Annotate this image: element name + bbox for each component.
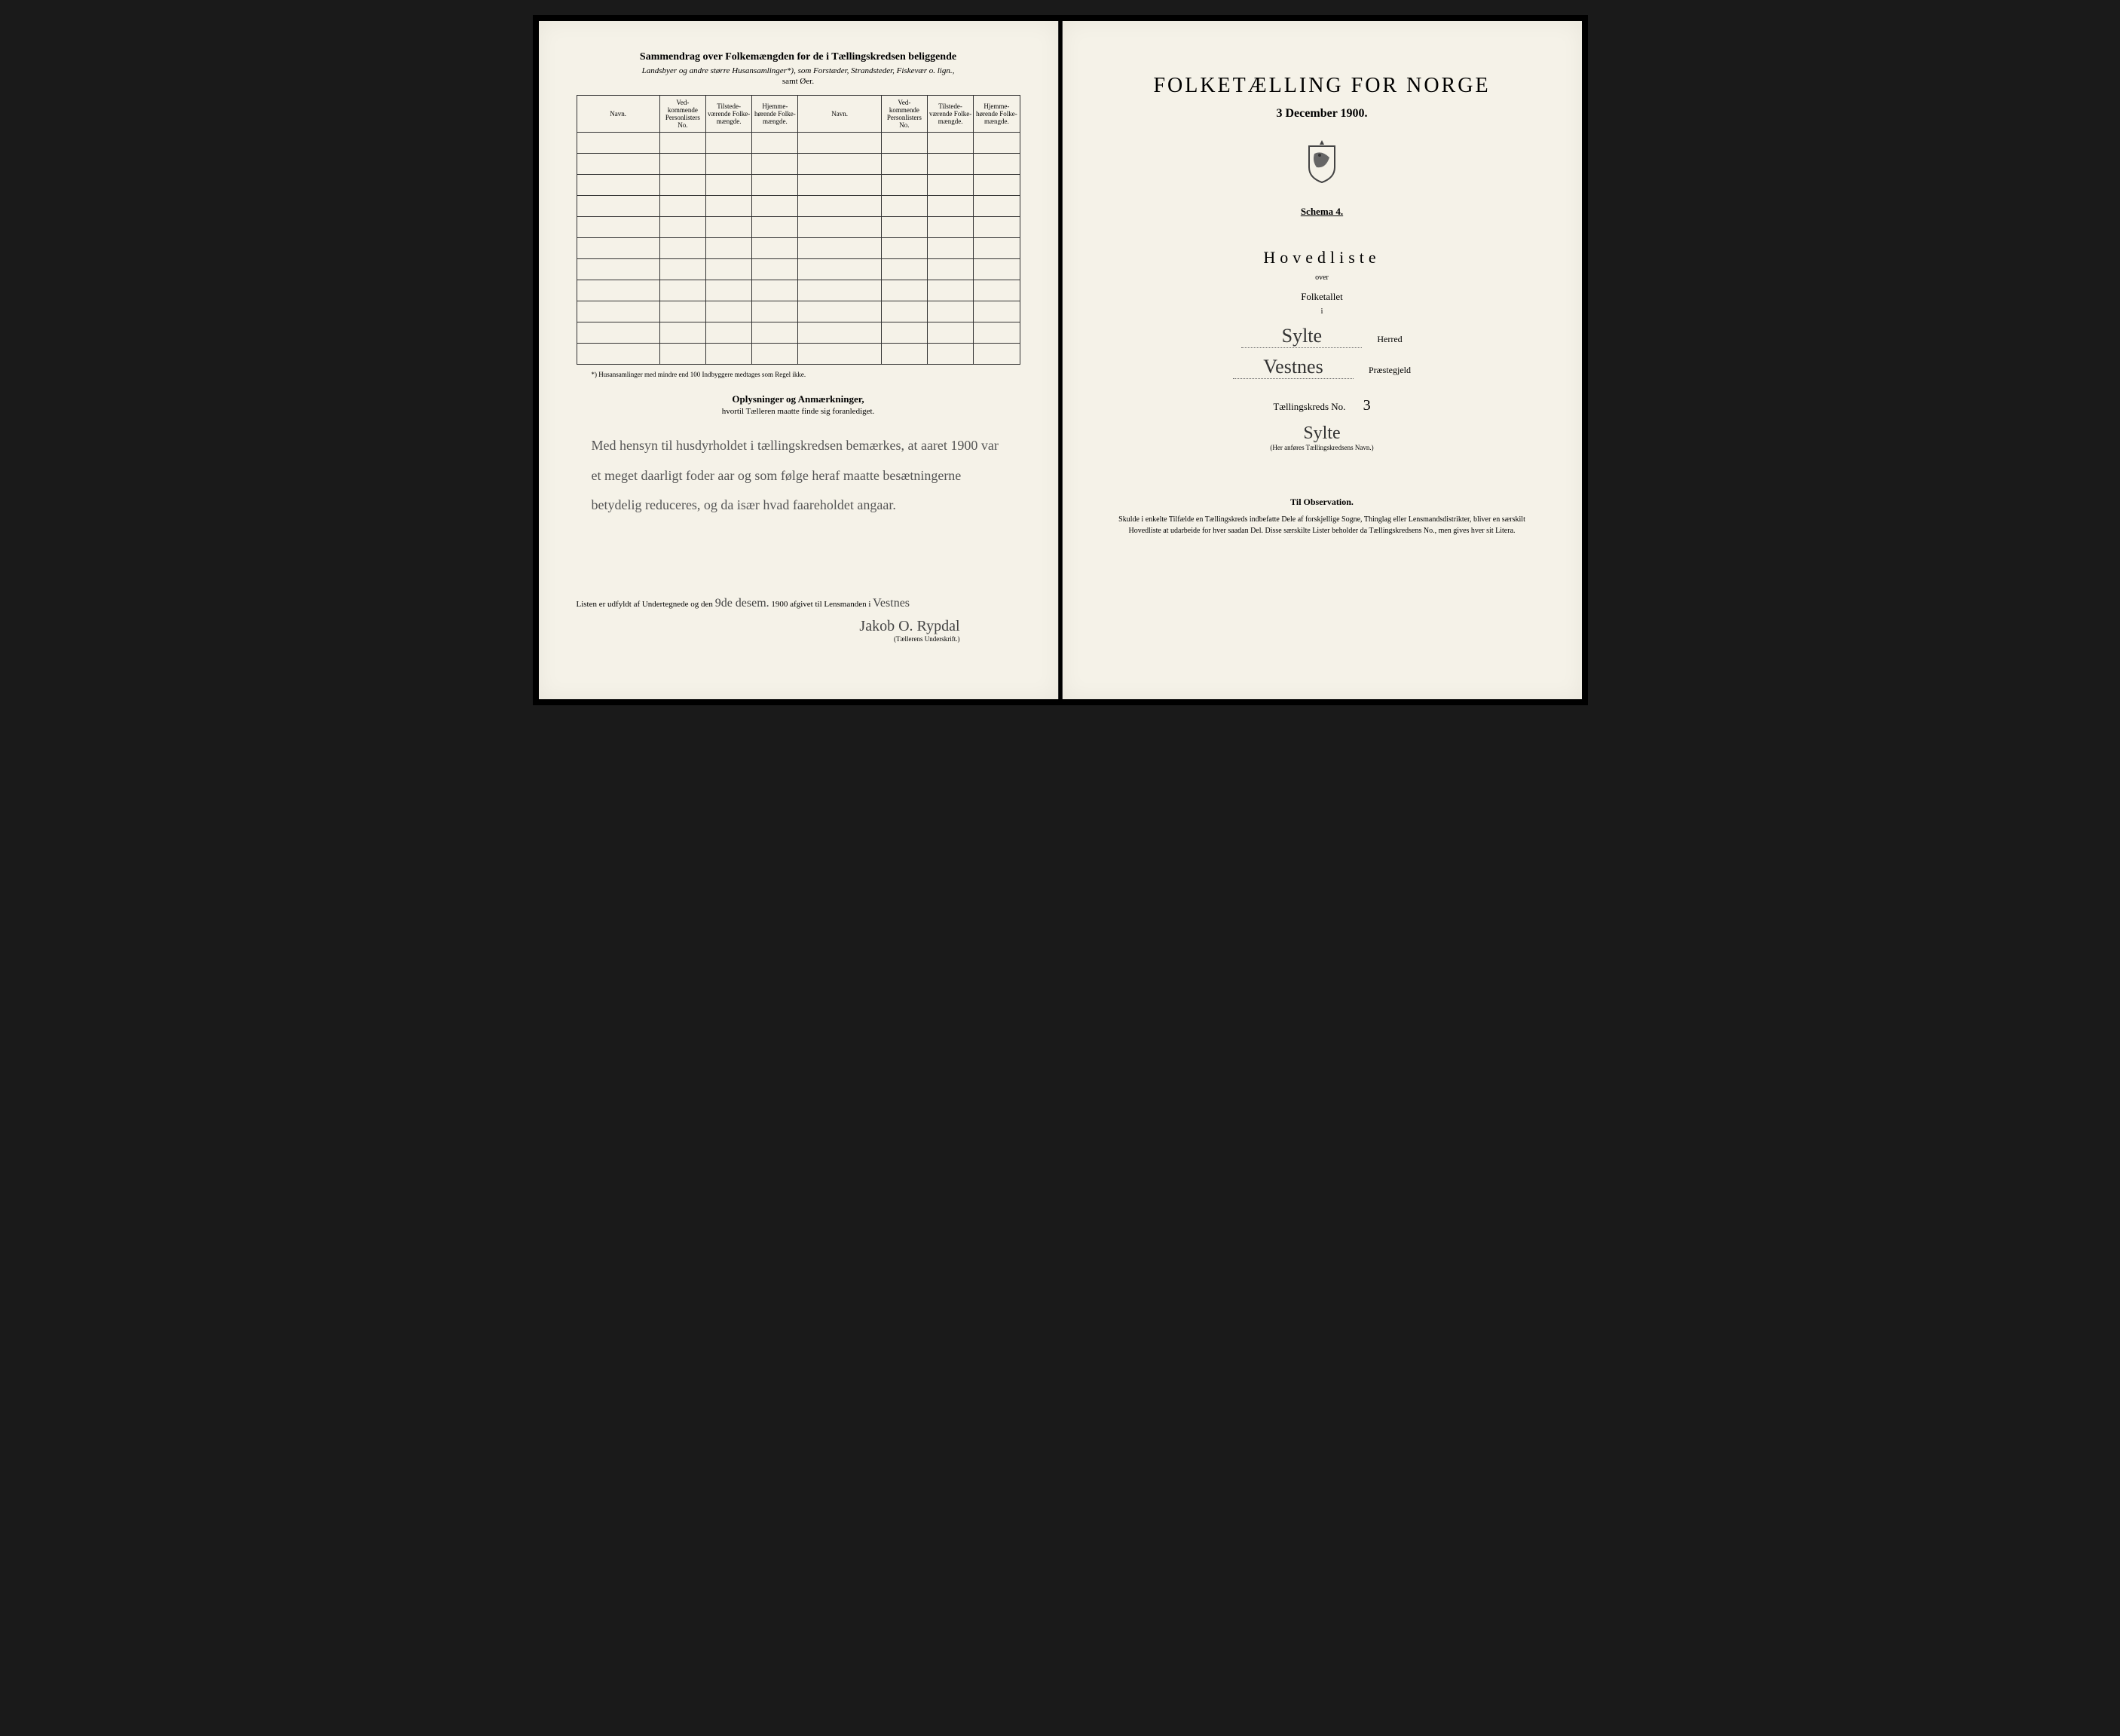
observation-title: Til Observation. <box>1100 497 1544 508</box>
signature-name: Jakob O. Rypdal <box>577 618 960 635</box>
table-row <box>577 175 1020 196</box>
herred-row: Sylte Herred <box>1100 325 1544 348</box>
col-header: Ved-kommende Personlisters No. <box>659 96 705 133</box>
praestegjeld-value: Vestnes <box>1233 356 1354 379</box>
i-label: i <box>1100 307 1544 316</box>
table-row <box>577 344 1020 365</box>
main-date: 3 December 1900. <box>1100 107 1544 121</box>
summary-samt: samt Øer. <box>577 77 1020 86</box>
table-header-row: Navn. Ved-kommende Personlisters No. Til… <box>577 96 1020 133</box>
summary-title: Sammendrag over Folkemængden for de i Tæ… <box>577 51 1020 63</box>
col-header: Ved-kommende Personlisters No. <box>881 96 927 133</box>
col-header: Tilstede-værende Folke-mængde. <box>927 96 973 133</box>
table-row <box>577 196 1020 217</box>
col-header: Tilstede-værende Folke-mængde. <box>705 96 751 133</box>
signature-caption: (Tællerens Underskrift.) <box>577 635 960 643</box>
hovedliste-title: Hovedliste <box>1100 248 1544 267</box>
kreds-row: Tællingskreds No. 3 <box>1100 397 1544 414</box>
col-header: Navn. <box>577 96 659 133</box>
signature-suffix: afgivet til Lensmanden i <box>790 600 870 609</box>
signature-prefix: Listen er udfyldt af Undertegnede og den <box>577 600 713 609</box>
signature-block: Jakob O. Rypdal (Tællerens Underskrift.) <box>577 618 1020 643</box>
document-spread: Sammendrag over Folkemængden for de i Tæ… <box>533 15 1588 705</box>
kreds-label: Tællingskreds No. <box>1273 401 1345 412</box>
signature-year: 1900 <box>771 600 788 609</box>
table-footnote: *) Husansamlinger med mindre end 100 Ind… <box>592 371 1020 378</box>
praestegjeld-label: Præstegjeld <box>1369 365 1411 376</box>
table-row <box>577 301 1020 322</box>
signature-date: 9de desem. <box>715 597 769 610</box>
col-header: Navn. <box>798 96 881 133</box>
summary-subtitle: Landsbyer og andre større Husansamlinger… <box>577 66 1020 75</box>
summary-table: Navn. Ved-kommende Personlisters No. Til… <box>577 95 1020 365</box>
table-row <box>577 238 1020 259</box>
table-row <box>577 133 1020 154</box>
kreds-name: Sylte <box>1100 423 1544 444</box>
kreds-caption: (Her anføres Tællingskredsens Navn.) <box>1100 444 1544 451</box>
left-page: Sammendrag over Folkemængden for de i Tæ… <box>539 21 1059 699</box>
right-page: FOLKETÆLLING FOR NORGE 3 December 1900. … <box>1062 21 1582 699</box>
table-row <box>577 259 1020 280</box>
col-header: Hjemme-hørende Folke-mængde. <box>752 96 798 133</box>
handwritten-note: Med hensyn til husdyrholdet i tællingskr… <box>577 431 1020 567</box>
herred-value: Sylte <box>1241 325 1362 348</box>
oplysninger-title: Oplysninger og Anmærkninger, <box>577 393 1020 405</box>
main-title: FOLKETÆLLING FOR NORGE <box>1100 74 1544 98</box>
over-label: over <box>1100 274 1544 282</box>
table-row <box>577 280 1020 301</box>
table-row <box>577 217 1020 238</box>
observation-text: Skulde i enkelte Tilfælde en Tællingskre… <box>1100 514 1544 536</box>
signature-place: Vestnes <box>873 597 910 610</box>
oplysninger-subtitle: hvortil Tælleren maatte finde sig foranl… <box>577 407 1020 416</box>
table-body <box>577 133 1020 365</box>
folketallet-label: Folketallet <box>1100 291 1544 303</box>
herred-label: Herred <box>1377 334 1402 345</box>
kreds-number: 3 <box>1363 397 1371 414</box>
col-header: Hjemme-hørende Folke-mængde. <box>974 96 1020 133</box>
praestegjeld-row: Vestnes Præstegjeld <box>1100 356 1544 379</box>
coat-of-arms-icon <box>1100 139 1544 188</box>
signature-line: Listen er udfyldt af Undertegnede og den… <box>577 597 1020 610</box>
table-row <box>577 322 1020 344</box>
table-row <box>577 154 1020 175</box>
schema-label: Schema 4. <box>1100 206 1544 218</box>
